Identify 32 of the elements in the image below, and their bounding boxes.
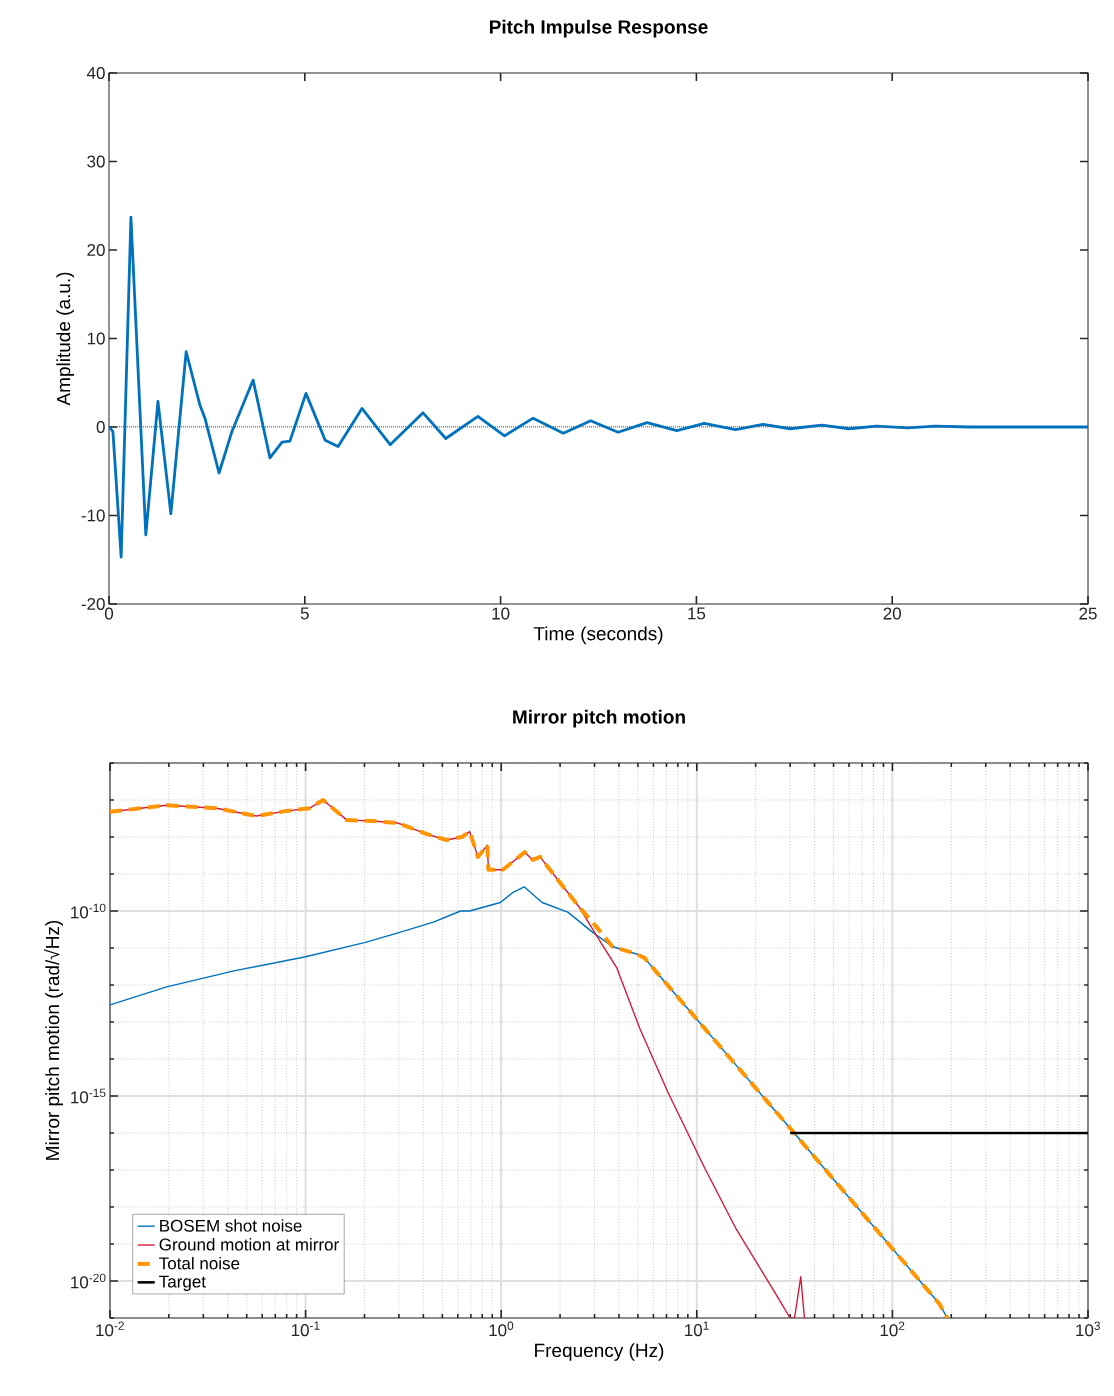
x-axis-title: Time (seconds) bbox=[533, 626, 663, 645]
y-tick-label: 10$^{-15}$ bbox=[71, 1088, 106, 1104]
x-tick-label: 10$^{-1}$ bbox=[291, 1321, 320, 1337]
y-tick-label: 10$^{-10}$ bbox=[71, 903, 106, 919]
y-tick-label: 10 bbox=[87, 332, 105, 345]
x-tick-label: 10$^{3}$ bbox=[1076, 1321, 1100, 1337]
y-tick-label: -20 bbox=[81, 597, 105, 611]
chart-title: Mirror pitch motion bbox=[513, 709, 685, 728]
legend-label: Target bbox=[159, 1275, 206, 1291]
legend-label: Ground motion at mirror bbox=[159, 1238, 339, 1251]
x-tick-label: 5 bbox=[300, 607, 309, 620]
y-axis-title: Amplitude (a.u.) bbox=[56, 272, 75, 406]
legend-label: BOSEM shot noise bbox=[160, 1219, 302, 1232]
x-tick-label: 10$^{1}$ bbox=[685, 1321, 709, 1337]
x-tick-label: 20 bbox=[883, 607, 901, 620]
chart-title: Pitch Impulse Response bbox=[489, 19, 708, 38]
x-axis-title: Frequency (Hz) bbox=[535, 1343, 664, 1361]
x-tick-label: 10$^{0}$ bbox=[489, 1321, 514, 1337]
x-tick-label: 10 bbox=[492, 607, 510, 620]
y-tick-label: 40 bbox=[86, 66, 105, 80]
y-tick-label: 30 bbox=[87, 155, 105, 168]
y-tick-label: 10$^{-20}$ bbox=[71, 1273, 106, 1289]
x-tick-label: 10$^{-2}$ bbox=[96, 1321, 124, 1337]
y-tick-label: 20 bbox=[87, 243, 105, 257]
x-tick-label: 15 bbox=[688, 607, 706, 620]
y-tick-label: -10 bbox=[81, 509, 105, 522]
y-axis-title: Mirror pitch motion (rad/√Hz) bbox=[44, 920, 63, 1160]
y-tick-label: 0 bbox=[96, 420, 105, 434]
x-tick-label: 10$^{2}$ bbox=[880, 1321, 905, 1337]
legend-label: Total noise bbox=[159, 1256, 240, 1270]
x-tick-label: 0 bbox=[104, 607, 114, 620]
x-tick-label: 25 bbox=[1079, 607, 1097, 620]
